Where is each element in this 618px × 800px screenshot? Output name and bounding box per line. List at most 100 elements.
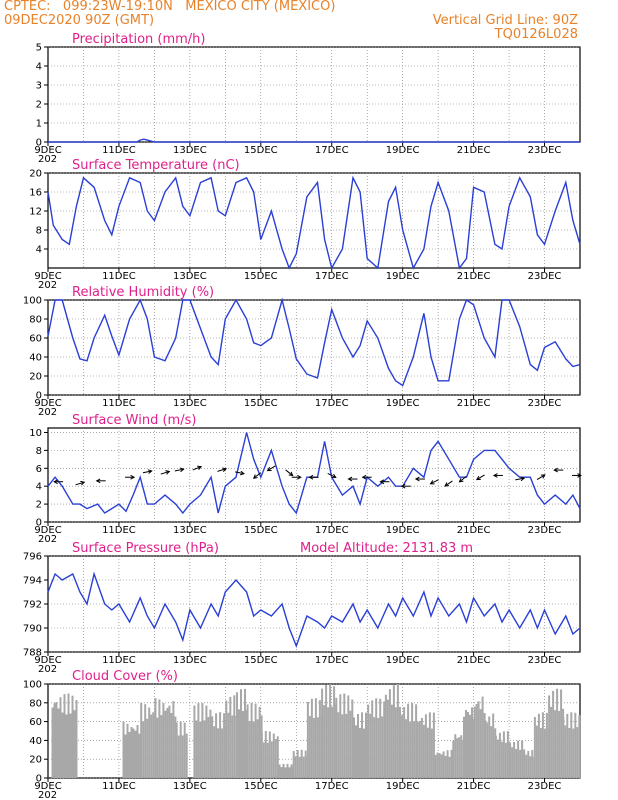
y-tick-label: 4: [36, 482, 42, 493]
x-tick-label: 15DEC: [244, 398, 278, 409]
cloud-bar: [144, 704, 147, 778]
cloud-bar: [67, 693, 70, 778]
y-tick-label: 788: [23, 648, 42, 659]
cloud-bar: [525, 754, 528, 778]
cloud-bar: [256, 719, 259, 778]
y-tick-label: 12: [29, 207, 42, 218]
cloud-bar: [361, 712, 363, 778]
cloud-bar: [492, 713, 495, 778]
wind-arrow: [53, 479, 64, 485]
y-tick-label: 20: [29, 169, 42, 180]
cloud-bar: [298, 756, 301, 778]
wind-arrow: [400, 483, 411, 489]
cloud-bar: [448, 756, 451, 778]
cloud-bar: [390, 704, 393, 778]
x-tick-label: 19DEC: [386, 525, 420, 536]
cloud-bar: [452, 740, 455, 778]
series-line: [47, 432, 581, 515]
cloud-bar: [345, 713, 348, 778]
x-tick-label: 19DEC: [386, 145, 420, 156]
cloud-bar: [132, 728, 135, 778]
x-tick-label: 15DEC: [244, 271, 278, 282]
cloud-bar: [321, 688, 324, 778]
cloud-bar: [460, 735, 463, 778]
cloud-bar: [316, 717, 319, 778]
cloud-bar: [205, 705, 208, 778]
cloud-bar: [57, 708, 60, 778]
cloud-bar: [183, 722, 186, 778]
cloud-bar: [341, 714, 344, 778]
cloud-bar: [446, 750, 449, 778]
cloud-bar: [65, 714, 68, 778]
cloud-bar: [61, 712, 64, 778]
cloud-bar: [494, 735, 497, 778]
y-tick-label: 20: [29, 372, 42, 383]
wind-arrow: [252, 472, 262, 479]
panel-title: Surface Temperature (nC): [72, 158, 240, 173]
y-tick-label: 0: [36, 774, 42, 785]
wind-arrow: [347, 476, 358, 482]
cloud-bar: [236, 692, 238, 778]
cloud-bar: [276, 736, 279, 778]
wind-arrow: [291, 474, 302, 480]
cloud-bar: [134, 730, 137, 778]
cloud-bar: [339, 694, 342, 778]
wind-arrow: [361, 474, 372, 480]
cloud-bar: [458, 737, 461, 778]
cloud-bar: [349, 710, 352, 778]
cloud-bar: [51, 707, 54, 778]
cloud-bar: [504, 742, 507, 778]
cloud-bar: [543, 728, 546, 778]
cloud-bar: [355, 725, 357, 778]
x-tick-label: 11DEC: [102, 525, 136, 536]
y-tick-label: 60: [29, 334, 42, 345]
x-tick-label: 23DEC: [528, 525, 562, 536]
cloud-bar: [185, 733, 188, 778]
cloud-bar: [511, 747, 514, 778]
cloud-bar: [467, 712, 469, 778]
x-tick-label: 19DEC: [386, 271, 420, 282]
x-tick-label: 17DEC: [315, 398, 349, 409]
wind-arrow: [235, 470, 245, 476]
cloud-bar: [545, 712, 548, 778]
cloud-bar: [450, 749, 453, 778]
cloud-bar: [172, 701, 175, 778]
cloud-bar: [394, 707, 397, 778]
x-tick-label: 9DEC: [34, 525, 61, 536]
cloud-bar: [268, 731, 271, 778]
wind-arrow: [379, 479, 390, 485]
x-tick-label: 23DEC: [528, 271, 562, 282]
cloud-bar: [63, 694, 66, 778]
x-tick-label: 13DEC: [173, 398, 207, 409]
cloud-bar: [286, 763, 289, 778]
cloud-bar: [312, 718, 315, 778]
cloud-bar: [260, 732, 263, 778]
cloud-bar: [244, 688, 246, 778]
cloud-bar: [481, 696, 484, 778]
cloud-bar: [502, 731, 505, 778]
cloud-bar: [179, 721, 182, 778]
cloud-bar: [177, 735, 180, 778]
y-tick-label: 0: [36, 391, 42, 402]
x-tick-label: 19DEC: [386, 781, 420, 792]
x-tick-label: 13DEC: [173, 781, 207, 792]
cloud-bar: [55, 702, 58, 778]
cloud-bar: [201, 703, 204, 778]
cloud-bar: [371, 700, 374, 778]
cloud-bar: [442, 751, 445, 778]
cloud-bar: [250, 702, 253, 778]
wind-arrow: [308, 474, 319, 480]
cloud-bar: [294, 756, 297, 778]
wind-arrow: [285, 469, 294, 477]
x-tick-label: 9DEC: [34, 271, 61, 282]
cloud-bar: [517, 740, 520, 778]
cloud-bar: [53, 703, 56, 778]
y-tick-label: 2: [36, 500, 42, 511]
wind-arrow: [174, 467, 185, 473]
cloud-bar: [375, 698, 378, 778]
x-tick-label: 19DEC: [386, 655, 420, 666]
cloud-bar: [278, 764, 281, 778]
cloud-bar: [377, 718, 380, 778]
x-tick-label: 13DEC: [173, 271, 207, 282]
